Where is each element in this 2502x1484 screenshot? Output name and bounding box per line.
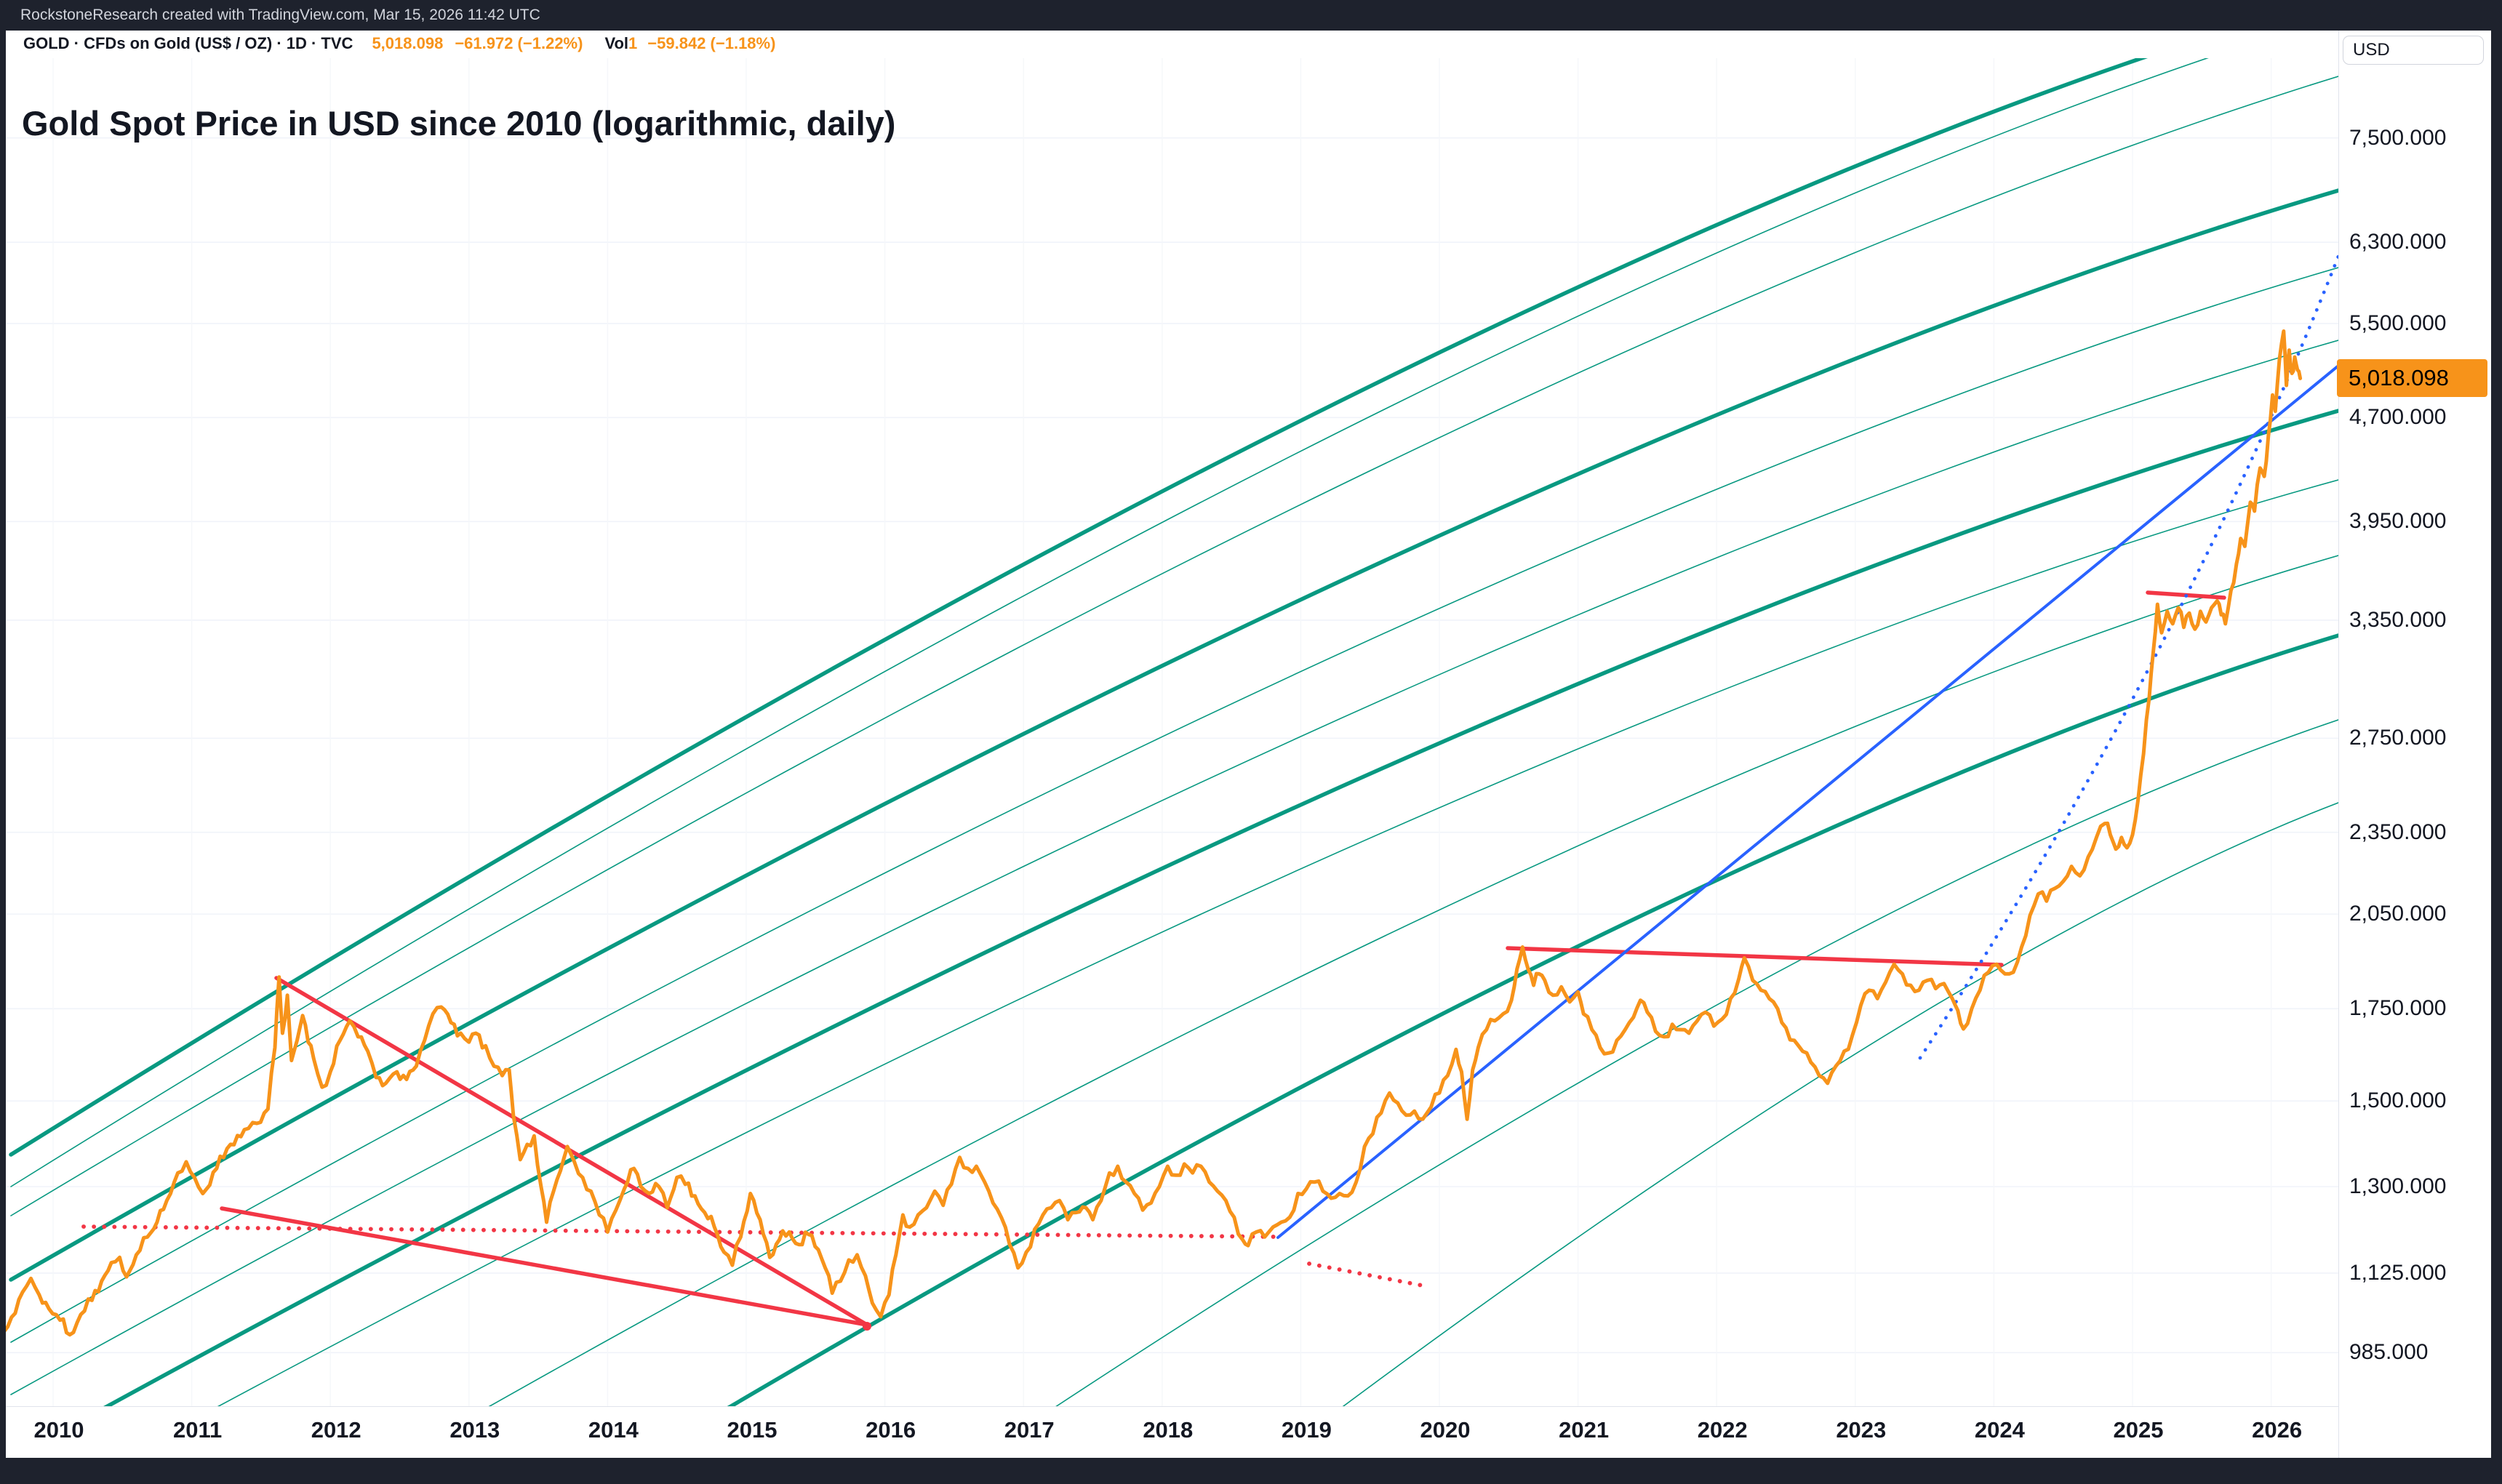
price-tick-label: 1,500.000: [2349, 1088, 2447, 1113]
page-title: Gold Spot Price in USD since 2010 (logar…: [22, 104, 896, 143]
price-tick-label: 3,950.000: [2349, 509, 2447, 534]
price-axis-pane[interactable]: USD 5,018.098 7,500.000 6,300.000 5,500.00…: [2337, 31, 2491, 1458]
price-line-layer[interactable]: [6, 329, 2303, 1344]
price-tick-label: 4,700.000: [2349, 405, 2447, 430]
channel-fan-line[interactable]: [10, 58, 2284, 1187]
price-tick-label: 1,125.000: [2349, 1260, 2447, 1285]
watermark-bar: RockstoneResearch created with TradingVi…: [0, 0, 2502, 31]
volume-label: Vol: [604, 34, 629, 52]
price-tick-label: 2,750.000: [2349, 726, 2447, 750]
year-tick-label: 2015: [727, 1417, 778, 1443]
currency-unit-label: USD: [2353, 40, 2390, 60]
volume-change-value: −59.842 (−1.18%): [647, 34, 776, 52]
channel-fan-line[interactable]: [10, 267, 2338, 1343]
channel-fan-layer[interactable]: [9, 58, 2338, 1408]
year-tick-label: 2021: [1559, 1417, 1610, 1443]
price-tick-label: 1,300.000: [2349, 1174, 2447, 1198]
watermark-text: RockstoneResearch created with TradingVi…: [20, 7, 540, 23]
year-tick-label: 2019: [1281, 1417, 1332, 1443]
year-tick-label: 2026: [2252, 1417, 2303, 1443]
channel-fan-line[interactable]: [1340, 802, 2338, 1408]
year-tick-label: 2016: [866, 1417, 916, 1443]
price-change-value: −61.972 (−1.22%): [455, 34, 583, 52]
grid-layer: [6, 58, 2338, 1408]
red-trendline[interactable]: [274, 976, 869, 1327]
volume-scale-sup: 1: [628, 34, 638, 52]
price-tick-label: 6,300.000: [2349, 230, 2447, 254]
channel-fan-line[interactable]: [9, 58, 2218, 1157]
year-tick-label: 2011: [172, 1417, 223, 1443]
price-tick-label: 2,350.000: [2349, 819, 2447, 844]
price-tick-label: 5,500.000: [2349, 310, 2447, 335]
channel-fan-line[interactable]: [10, 76, 2338, 1216]
channel-fan-line[interactable]: [1052, 719, 2338, 1408]
year-tick-label: 2018: [1143, 1417, 1194, 1443]
channel-fan-line[interactable]: [9, 188, 2338, 1282]
channel-fan-line[interactable]: [10, 340, 2338, 1395]
currency-unit-box: USD: [2343, 36, 2484, 65]
red-dotted-line[interactable]: [1307, 1262, 1432, 1289]
symbol-description[interactable]: GOLD · CFDs on Gold (US$ / OZ) · 1D · TV…: [23, 34, 353, 52]
channel-fan-line[interactable]: [11, 409, 2338, 1408]
price-tick-label: 2,050.000: [2349, 902, 2447, 926]
red-trendline[interactable]: [1506, 946, 2004, 967]
price-tick-label: 1,750.000: [2349, 996, 2447, 1021]
blue-trendline[interactable]: [1276, 364, 2338, 1239]
chart-window: GOLD · CFDs on Gold (US$ / OZ) · 1D · TV…: [6, 31, 2491, 1458]
year-tick-label: 2024: [1974, 1417, 2025, 1443]
time-axis-pane[interactable]: 2010 2011 2012 2013 2014 2015 2016 2017 2018 2019…: [6, 1406, 2338, 1458]
channel-fan-line[interactable]: [725, 633, 2338, 1408]
last-price-badge-label: 5,018.098: [2349, 365, 2449, 391]
year-tick-label: 2025: [2113, 1417, 2164, 1443]
price-tick-label: 985.000: [2349, 1340, 2429, 1365]
year-tick-label: 2023: [1836, 1417, 1887, 1443]
year-tick-label: 2012: [311, 1417, 361, 1443]
symbol-legend-row[interactable]: GOLD · CFDs on Gold (US$ / OZ) · 1D · TV…: [6, 31, 2491, 58]
last-price-value: 5,018.098: [372, 34, 444, 52]
red-dotted-line[interactable]: [81, 1224, 1282, 1239]
year-tick-label: 2022: [1697, 1417, 1748, 1443]
gold-price-line[interactable]: [6, 329, 2303, 1344]
year-tick-label: 2013: [449, 1417, 500, 1443]
channel-fan-line[interactable]: [485, 555, 2338, 1408]
price-tick-label: 7,500.000: [2349, 125, 2447, 150]
chart-canvas[interactable]: [6, 58, 2338, 1408]
year-tick-label: 2010: [33, 1417, 84, 1443]
last-price-badge: 5,018.098: [2337, 359, 2487, 398]
red-trendline-layer[interactable]: [81, 590, 2226, 1331]
wedge-apex-dot[interactable]: [863, 1322, 871, 1331]
channel-fan-line[interactable]: [214, 479, 2338, 1408]
price-tick-label: 3,350.000: [2349, 607, 2447, 632]
year-tick-label: 2017: [1004, 1417, 1055, 1443]
year-tick-label: 2020: [1420, 1417, 1471, 1443]
year-tick-label: 2014: [588, 1417, 639, 1443]
